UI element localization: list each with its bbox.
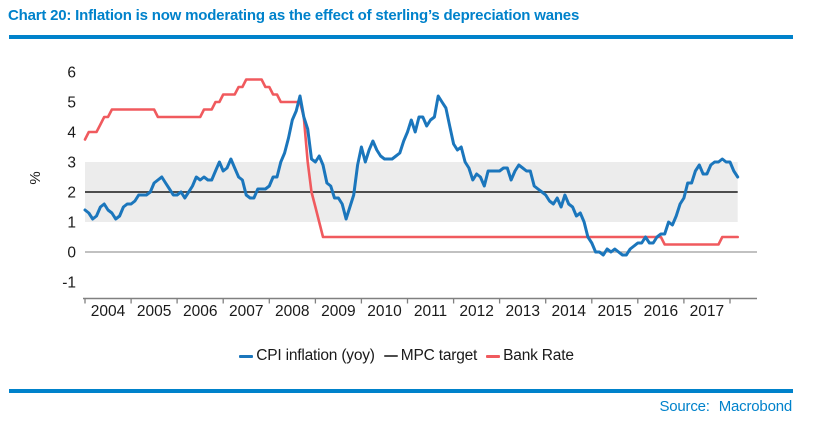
x-tick-label: 2009 xyxy=(321,303,355,320)
x-tick-label: 2006 xyxy=(183,303,217,320)
y-tick-label: 2 xyxy=(67,185,76,202)
x-tick-label: 2015 xyxy=(598,303,632,320)
mpc-target-swatch xyxy=(383,355,398,357)
cpi-line-swatch xyxy=(239,354,254,358)
source-line: Source: Macrobond xyxy=(659,398,792,415)
source-label: Source: xyxy=(659,398,710,415)
source-value: Macrobond xyxy=(718,398,792,415)
y-tick-label: -1 xyxy=(62,275,76,292)
bank-rate-line xyxy=(83,78,740,246)
y-tick-label: 6 xyxy=(67,65,76,82)
y-tick-label: 5 xyxy=(67,95,76,112)
y-axis-title: % xyxy=(27,171,44,184)
x-tick-label: 2010 xyxy=(367,303,402,320)
legend-item-cpi: CPI inflation (yoy) xyxy=(239,347,375,365)
legend-item-mpc-target: MPC target xyxy=(383,347,478,365)
x-tick-label: 2004 xyxy=(91,303,126,320)
y-tick-label: 0 xyxy=(67,245,76,262)
x-tick-label: 2014 xyxy=(551,303,586,320)
cpi-line xyxy=(83,94,740,257)
x-tick-label: 2007 xyxy=(229,303,263,320)
chart-title: Chart 20: Inflation is now moderating as… xyxy=(8,7,580,24)
x-tick-label: 2008 xyxy=(275,303,309,320)
y-tick-label: 1 xyxy=(67,215,76,232)
x-tick-label: 2012 xyxy=(459,303,493,320)
footer-rule xyxy=(9,389,793,393)
legend-label-mpc-target: MPC target xyxy=(400,347,478,364)
legend-item-bank-rate: Bank Rate xyxy=(486,347,574,365)
x-tick-label: 2016 xyxy=(644,303,678,320)
line-chart: 2004 2005 2006 2007 2008 2009 2010 2011 2012 2013… xyxy=(27,65,757,320)
title-rule xyxy=(9,35,793,39)
x-tick-label: 2011 xyxy=(414,303,447,320)
bank-rate-swatch xyxy=(486,354,501,358)
x-tick-label: 2005 xyxy=(137,303,171,320)
y-tick-label: 4 xyxy=(67,125,76,142)
y-tick-label: 3 xyxy=(67,155,76,172)
legend-label-bank-rate: Bank Rate xyxy=(503,347,574,364)
x-tick-label: 2017 xyxy=(690,303,724,320)
legend-label-cpi: CPI inflation (yoy) xyxy=(256,347,375,364)
x-tick-label: 2013 xyxy=(505,303,539,320)
chart-legend: CPI inflation (yoy) MPC target Bank Rate xyxy=(0,347,813,365)
